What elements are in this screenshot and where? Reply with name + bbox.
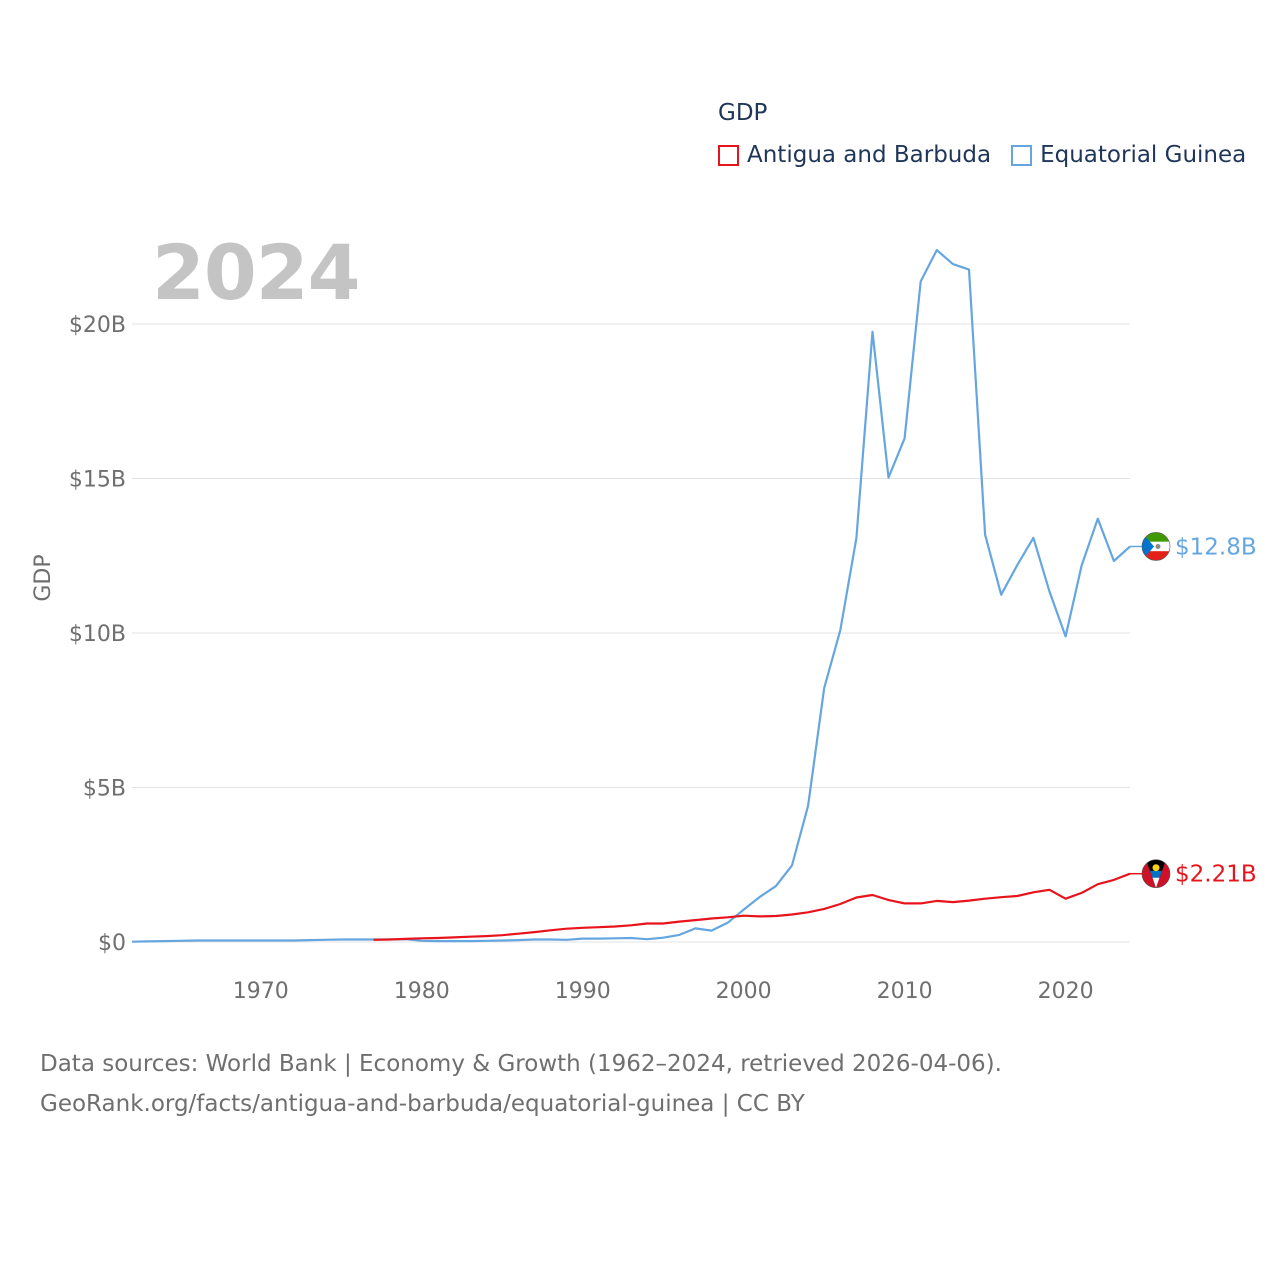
end-labels: $12.8B $2.21B bbox=[1130, 532, 1257, 889]
end-label-antigua-and-barbuda: $2.21B bbox=[1175, 862, 1257, 888]
source-note: Data sources: World Bank | Economy & Gro… bbox=[40, 1044, 1002, 1124]
gridlines bbox=[132, 323, 1130, 943]
legend-label-equatorial-guinea: Equatorial Guinea bbox=[1040, 142, 1247, 168]
source-line-2[interactable]: GeoRank.org/facts/antigua-and-barbuda/eq… bbox=[40, 1091, 805, 1117]
y-axis-label: GDP bbox=[31, 554, 56, 601]
y-tick-label: $5B bbox=[83, 777, 126, 802]
source-line-1: Data sources: World Bank | Economy & Gro… bbox=[40, 1051, 1002, 1077]
legend-item-antigua-and-barbuda[interactable]: Antigua and Barbuda bbox=[718, 142, 991, 168]
flag-icon-antigua-and-barbuda bbox=[1141, 859, 1171, 889]
x-tick-label: 1980 bbox=[394, 979, 450, 1004]
x-tick-label: 2000 bbox=[716, 979, 772, 1004]
year-label: 2024 bbox=[152, 228, 361, 317]
y-tick-label: $15B bbox=[69, 468, 126, 493]
legend-title: GDP bbox=[718, 100, 768, 126]
x-tick-label: 1990 bbox=[555, 979, 611, 1004]
x-tick-labels: 1970 1980 1990 2000 2010 2020 bbox=[233, 979, 1094, 1004]
y-tick-label: $20B bbox=[69, 313, 126, 338]
series-lines bbox=[131, 249, 1131, 943]
series-line-equatorial-guinea[interactable] bbox=[131, 249, 1131, 943]
x-tick-label: 2020 bbox=[1038, 979, 1094, 1004]
legend-item-equatorial-guinea[interactable]: Equatorial Guinea bbox=[1011, 142, 1246, 168]
y-tick-labels: $0 $5B $10B $15B $20B bbox=[69, 313, 126, 956]
flag-icon-equatorial-guinea bbox=[1141, 532, 1171, 561]
legend: Antigua and Barbuda Equatorial Guinea bbox=[718, 142, 1266, 168]
legend-swatch-antigua bbox=[718, 144, 739, 166]
x-tick-label: 2010 bbox=[877, 979, 933, 1004]
x-tick-label: 1970 bbox=[233, 979, 289, 1004]
y-tick-label: $0 bbox=[98, 931, 126, 956]
legend-label-antigua: Antigua and Barbuda bbox=[747, 142, 992, 168]
y-tick-label: $10B bbox=[69, 622, 126, 647]
end-label-equatorial-guinea: $12.8B bbox=[1175, 534, 1257, 560]
series-line-antigua-and-barbuda[interactable] bbox=[373, 872, 1131, 941]
legend-swatch-equatorial-guinea bbox=[1011, 144, 1033, 166]
